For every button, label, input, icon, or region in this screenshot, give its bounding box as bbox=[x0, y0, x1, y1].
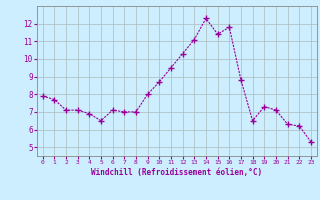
X-axis label: Windchill (Refroidissement éolien,°C): Windchill (Refroidissement éolien,°C) bbox=[91, 168, 262, 177]
